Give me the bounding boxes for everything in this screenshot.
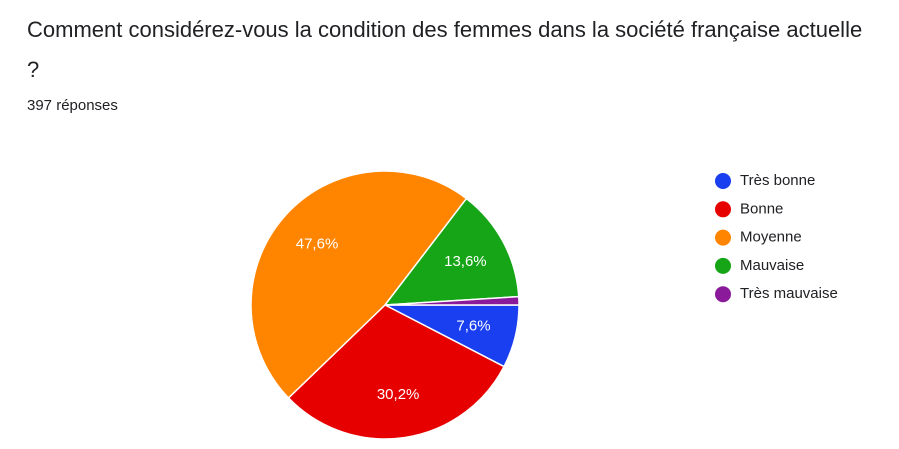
legend-label: Mauvaise — [740, 257, 804, 274]
legend-marker — [715, 201, 731, 218]
data-label: 47,6% — [296, 235, 339, 252]
data-label: 7,6% — [456, 318, 490, 335]
pie-slice — [250, 170, 468, 400]
chart-title: Comment considérez-vous la condition des… — [27, 17, 863, 82]
legend-label: Bonne — [740, 200, 783, 217]
legend-label: Très mauvaise — [740, 285, 838, 302]
legend-marker — [715, 286, 731, 303]
chart-subtitle: 397 réponses — [27, 97, 118, 114]
legend-marker — [715, 229, 731, 246]
pie-slice — [384, 295, 520, 306]
legend-label: Moyenne — [740, 229, 802, 246]
pie-slice — [287, 304, 506, 440]
legend-marker — [715, 173, 731, 189]
legend-marker — [715, 257, 731, 274]
legend-label: Très bonne — [740, 172, 815, 189]
data-label: 13,6% — [444, 253, 487, 270]
pie-slice — [383, 197, 520, 306]
data-label: 30,2% — [377, 386, 420, 403]
